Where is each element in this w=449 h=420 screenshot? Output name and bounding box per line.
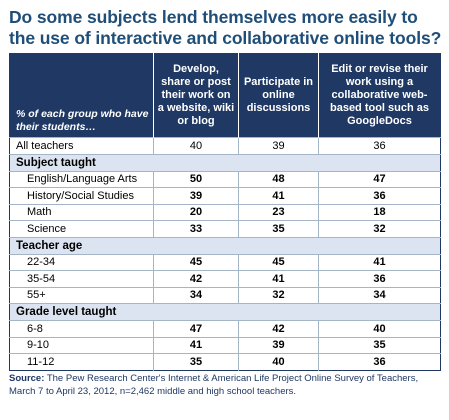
table-cell-value: 20: [153, 203, 239, 221]
table-cell-value: 41: [318, 253, 441, 271]
row-label: 35-54: [9, 270, 154, 287]
row-label: History/Social Studies: [9, 187, 154, 204]
section-label: Grade level taught: [9, 303, 441, 321]
table-cell-value: 47: [318, 170, 441, 188]
table-cell-value: 35: [238, 220, 319, 237]
chart-title: Do some subjects lend themselves more ea…: [9, 7, 442, 48]
section-label: Subject taught: [9, 153, 441, 171]
table-cell-value: 36: [318, 137, 441, 154]
table-cell-value: 36: [318, 187, 441, 204]
table-cell-value: 39: [238, 137, 319, 154]
table-cell-value: 18: [318, 203, 441, 221]
table-cell-value: 35: [153, 353, 239, 370]
section-header-row: Teacher age: [9, 236, 441, 254]
table-cell-value: 36: [318, 270, 441, 287]
column-header-develop-share-post: Develop, share or post their work on a w…: [153, 53, 239, 138]
row-label: Science: [9, 220, 154, 237]
table-cell-value: 40: [153, 137, 239, 154]
table-cell-value: 41: [238, 187, 319, 204]
table-row: 11-12 35 40 36: [9, 353, 441, 370]
column-header-group: % of each group who have their students…: [9, 53, 154, 138]
row-label: 11-12: [9, 353, 154, 370]
table-cell-value: 32: [238, 286, 319, 304]
column-header-online-discussions: Participate in online discussions: [238, 53, 319, 138]
source-label: Source:: [9, 373, 45, 384]
table-row: History/Social Studies 39 41 36: [9, 187, 441, 204]
row-label: English/Language Arts: [9, 170, 154, 188]
row-label: 55+: [9, 286, 154, 304]
data-table: % of each group who have their students……: [9, 53, 441, 371]
table-row: 22-34 45 45 41: [9, 253, 441, 271]
table-cell-value: 42: [238, 320, 319, 337]
table-cell-value: 35: [318, 336, 441, 354]
column-header-collaborative-edit: Edit or revise their work using a collab…: [318, 53, 441, 138]
table-cell-value: 32: [318, 220, 441, 237]
table-row: 35-54 42 41 36: [9, 270, 441, 287]
table-cell-value: 23: [238, 203, 319, 221]
table-cell-value: 36: [318, 353, 441, 370]
table-body: All teachers 40 39 36 Subject taught English/…: [9, 137, 441, 370]
header-row: % of each group who have their students……: [9, 53, 441, 138]
table-cell-value: 47: [153, 320, 239, 337]
row-label: 9-10: [9, 336, 154, 354]
section-label: Teacher age: [9, 236, 441, 254]
table-row: Science 33 35 32: [9, 220, 441, 237]
section-header-row: Subject taught: [9, 153, 441, 171]
table-cell-value: 40: [238, 353, 319, 370]
table-cell-value: 45: [238, 253, 319, 271]
table-row: 55+ 34 32 34: [9, 286, 441, 304]
source-text: The Pew Research Center's Internet & Ame…: [9, 373, 419, 397]
table-row: English/Language Arts 50 48 47: [9, 170, 441, 188]
table-cell-value: 50: [153, 170, 239, 188]
table-row: All teachers 40 39 36: [9, 137, 441, 154]
table-cell-value: 45: [153, 253, 239, 271]
source-note: Source: The Pew Research Center's Intern…: [9, 372, 445, 398]
table-cell-value: 42: [153, 270, 239, 287]
table-row: 6-8 47 42 40: [9, 320, 441, 337]
table-cell-value: 41: [153, 336, 239, 354]
table-row: Math 20 23 18: [9, 203, 441, 221]
row-label: All teachers: [9, 137, 154, 154]
table-cell-value: 41: [238, 270, 319, 287]
table-cell-value: 48: [238, 170, 319, 188]
table-cell-value: 39: [238, 336, 319, 354]
row-label: 6-8: [9, 320, 154, 337]
row-label: Math: [9, 203, 154, 221]
table-cell-value: 34: [318, 286, 441, 304]
table-cell-value: 39: [153, 187, 239, 204]
section-header-row: Grade level taught: [9, 303, 441, 321]
table-cell-value: 33: [153, 220, 239, 237]
table-cell-value: 40: [318, 320, 441, 337]
table-row: 9-10 41 39 35: [9, 336, 441, 354]
table-cell-value: 34: [153, 286, 239, 304]
row-label: 22-34: [9, 253, 154, 271]
